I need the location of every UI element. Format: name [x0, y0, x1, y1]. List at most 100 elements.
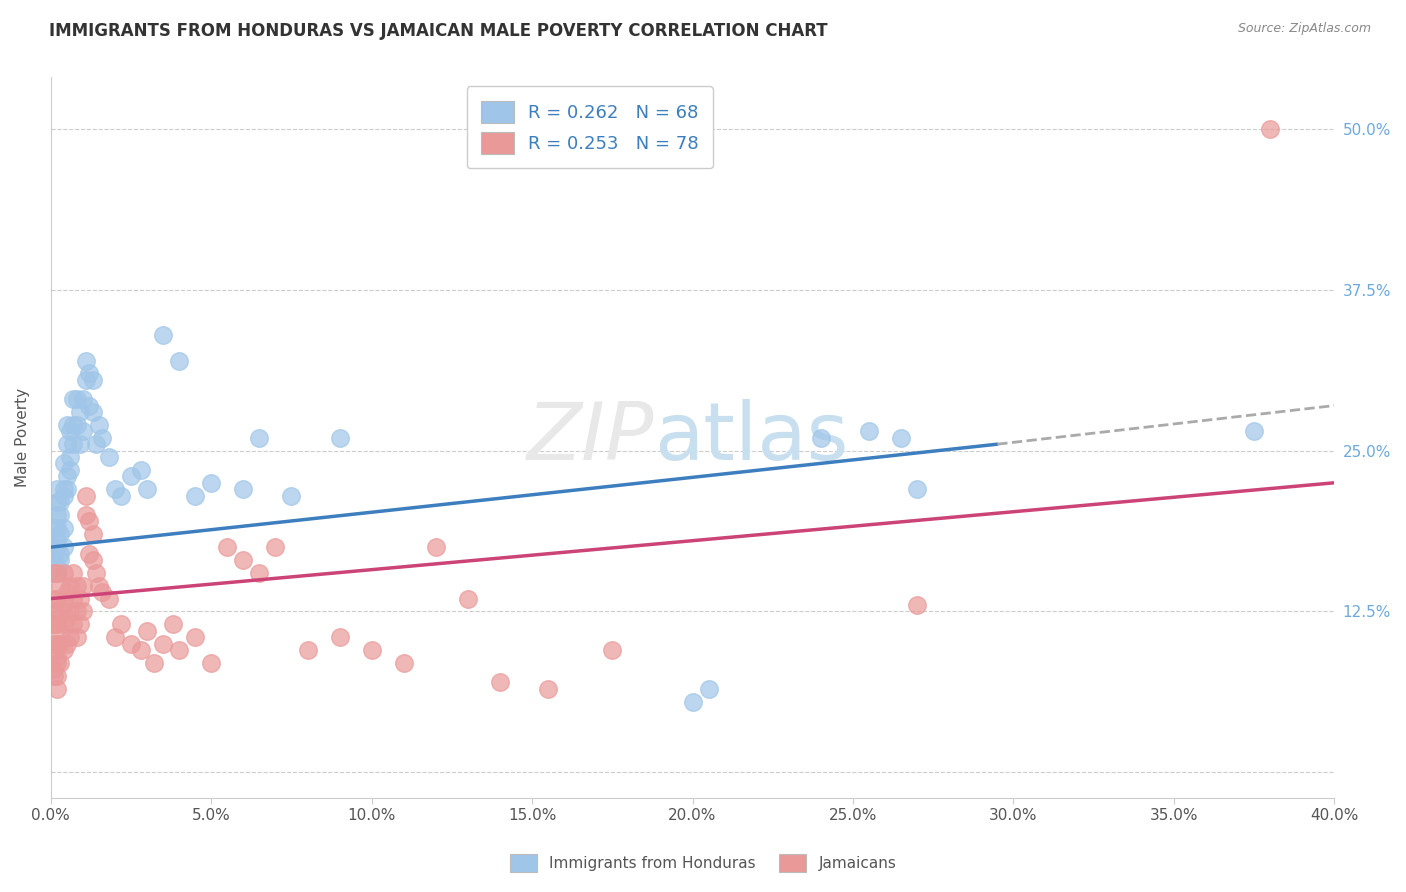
Point [42, 566, 65, 580]
Legend: Immigrants from Honduras, Jamaicans: Immigrants from Honduras, Jamaicans [502, 846, 904, 880]
Point [1243, 425, 1265, 439]
Point [65, 417, 87, 432]
Point [56, 585, 79, 599]
Point [247, 431, 270, 445]
Point [42, 540, 65, 554]
Point [120, 637, 142, 651]
Point [82, 553, 104, 567]
Point [49, 553, 72, 567]
Point [75, 489, 97, 503]
Point [52, 521, 75, 535]
Point [905, 598, 928, 612]
Point [42, 643, 65, 657]
Point [46, 508, 69, 522]
Point [42, 591, 65, 606]
Point [65, 605, 87, 619]
Point [600, 643, 623, 657]
Point [200, 475, 222, 490]
Point [49, 495, 72, 509]
Point [329, 431, 352, 445]
Point [42, 662, 65, 676]
Point [72, 392, 94, 406]
Point [62, 591, 84, 606]
Point [104, 482, 127, 496]
Point [97, 591, 120, 606]
Point [59, 425, 82, 439]
Point [79, 547, 101, 561]
Point [46, 591, 69, 606]
Point [62, 417, 84, 432]
Point [62, 392, 84, 406]
Point [52, 617, 75, 632]
Point [42, 566, 65, 580]
Point [62, 437, 84, 451]
Point [905, 482, 928, 496]
Point [890, 431, 912, 445]
Point [52, 598, 75, 612]
Point [49, 637, 72, 651]
Text: IMMIGRANTS FROM HONDURAS VS JAMAICAN MALE POVERTY CORRELATION CHART: IMMIGRANTS FROM HONDURAS VS JAMAICAN MAL… [49, 22, 828, 40]
Point [129, 463, 152, 477]
Point [264, 540, 287, 554]
Point [167, 353, 190, 368]
Point [49, 624, 72, 638]
Point [46, 566, 69, 580]
Point [65, 630, 87, 644]
Point [46, 495, 69, 509]
Point [79, 367, 101, 381]
Point [69, 591, 91, 606]
Y-axis label: Male Poverty: Male Poverty [15, 388, 30, 487]
Point [56, 611, 79, 625]
Point [329, 630, 352, 644]
Point [360, 643, 382, 657]
Point [49, 527, 72, 541]
Text: atlas: atlas [654, 399, 848, 476]
Point [69, 405, 91, 419]
Point [46, 649, 69, 664]
Point [42, 669, 65, 683]
Point [52, 566, 75, 580]
Point [46, 566, 69, 580]
Point [537, 681, 560, 696]
Point [489, 675, 512, 690]
Point [200, 656, 222, 670]
Point [42, 637, 65, 651]
Point [72, 425, 94, 439]
Point [79, 515, 101, 529]
Point [72, 579, 94, 593]
Point [104, 630, 127, 644]
Point [425, 540, 447, 554]
Point [136, 624, 159, 638]
Point [152, 637, 174, 651]
Point [52, 482, 75, 496]
Point [810, 431, 832, 445]
Point [42, 547, 65, 561]
Point [110, 489, 132, 503]
Point [232, 553, 254, 567]
Point [297, 643, 319, 657]
Point [152, 327, 174, 342]
Point [56, 469, 79, 483]
Point [49, 508, 72, 522]
Point [56, 417, 79, 432]
Point [858, 425, 880, 439]
Legend: R = 0.262   N = 68, R = 0.253   N = 78: R = 0.262 N = 68, R = 0.253 N = 78 [467, 87, 713, 169]
Point [84, 566, 107, 580]
Point [52, 489, 75, 503]
Point [46, 521, 69, 535]
Point [49, 605, 72, 619]
Point [59, 579, 82, 593]
Point [59, 450, 82, 464]
Point [82, 373, 104, 387]
Point [42, 617, 65, 632]
Point [75, 508, 97, 522]
Point [46, 533, 69, 548]
Point [142, 656, 165, 670]
Point [72, 605, 94, 619]
Point [56, 437, 79, 451]
Point [59, 605, 82, 619]
Point [87, 417, 110, 432]
Point [136, 482, 159, 496]
Point [697, 681, 720, 696]
Point [247, 566, 270, 580]
